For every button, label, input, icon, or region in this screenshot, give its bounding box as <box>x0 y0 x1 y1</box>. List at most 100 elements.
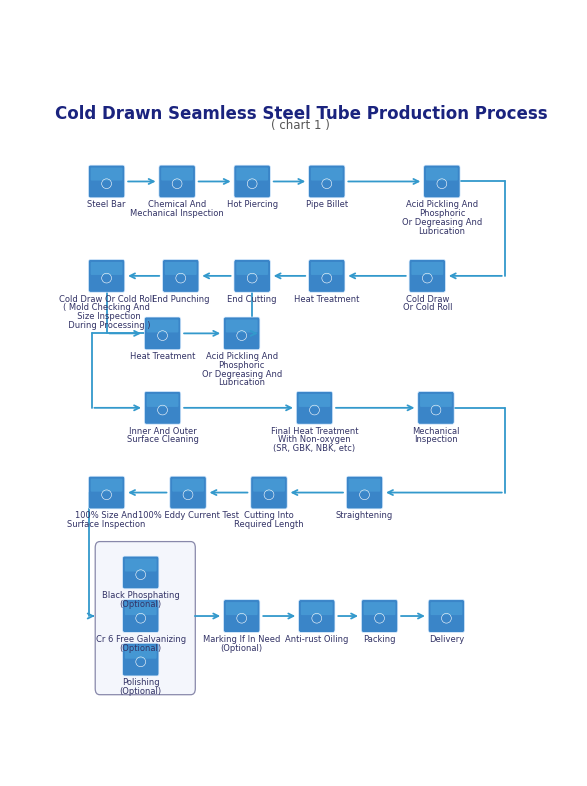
Text: Surface Cleaning: Surface Cleaning <box>127 435 198 444</box>
Text: Straightening: Straightening <box>336 512 393 520</box>
FancyBboxPatch shape <box>226 602 258 615</box>
FancyBboxPatch shape <box>349 479 380 491</box>
Text: (SR, GBK, NBK, etc): (SR, GBK, NBK, etc) <box>274 444 356 454</box>
Text: Cold Draw Or Cold Roll: Cold Draw Or Cold Roll <box>59 295 154 303</box>
FancyBboxPatch shape <box>363 602 396 615</box>
FancyBboxPatch shape <box>362 600 398 633</box>
Text: Heat Treatment: Heat Treatment <box>294 295 359 303</box>
FancyBboxPatch shape <box>301 602 333 615</box>
FancyBboxPatch shape <box>147 394 178 407</box>
FancyBboxPatch shape <box>299 600 335 633</box>
Text: Phosphoric: Phosphoric <box>419 209 465 218</box>
Text: Mechanical: Mechanical <box>412 427 460 435</box>
FancyBboxPatch shape <box>424 165 460 198</box>
FancyBboxPatch shape <box>125 645 157 659</box>
Text: 100% Eddy Current Test: 100% Eddy Current Test <box>137 512 238 520</box>
FancyBboxPatch shape <box>299 394 330 407</box>
FancyBboxPatch shape <box>234 165 271 198</box>
FancyBboxPatch shape <box>430 602 463 615</box>
Text: Lubrication: Lubrication <box>218 379 265 387</box>
FancyBboxPatch shape <box>89 165 125 198</box>
Text: End Cutting: End Cutting <box>227 295 277 303</box>
FancyBboxPatch shape <box>224 317 260 350</box>
Text: ( chart 1 ): ( chart 1 ) <box>271 119 330 132</box>
Text: (Optional): (Optional) <box>221 644 263 652</box>
FancyBboxPatch shape <box>226 319 258 332</box>
FancyBboxPatch shape <box>236 167 268 181</box>
Text: Acid Pickling And: Acid Pickling And <box>205 352 278 361</box>
Text: 100% Size And: 100% Size And <box>75 512 138 520</box>
Text: Or Degreasing And: Or Degreasing And <box>201 369 282 379</box>
Text: Marking If In Need: Marking If In Need <box>203 635 281 644</box>
Text: Or Degreasing And: Or Degreasing And <box>402 218 482 227</box>
FancyBboxPatch shape <box>90 167 123 181</box>
FancyBboxPatch shape <box>296 391 333 424</box>
Text: Chemical And: Chemical And <box>148 200 206 209</box>
Text: Inner And Outer: Inner And Outer <box>129 427 197 435</box>
Text: (Optional): (Optional) <box>120 687 162 696</box>
Text: Steel Bar: Steel Bar <box>87 200 126 209</box>
Text: End Punching: End Punching <box>152 295 210 303</box>
Text: Required Length: Required Length <box>234 520 304 529</box>
Text: Surface Inspection: Surface Inspection <box>68 520 146 529</box>
Text: Black Phosphating: Black Phosphating <box>102 591 180 601</box>
Text: With Non-oxygen: With Non-oxygen <box>278 435 351 444</box>
Text: (Optional): (Optional) <box>120 600 162 609</box>
Text: Acid Pickling And: Acid Pickling And <box>406 200 478 209</box>
FancyBboxPatch shape <box>253 479 285 491</box>
FancyBboxPatch shape <box>147 319 178 332</box>
FancyBboxPatch shape <box>170 476 206 509</box>
FancyBboxPatch shape <box>89 259 125 292</box>
FancyBboxPatch shape <box>346 476 383 509</box>
FancyBboxPatch shape <box>123 556 159 589</box>
FancyBboxPatch shape <box>234 259 271 292</box>
FancyBboxPatch shape <box>411 262 443 275</box>
FancyBboxPatch shape <box>90 262 123 275</box>
Text: ( Mold Checking And: ( Mold Checking And <box>63 303 150 312</box>
FancyBboxPatch shape <box>251 476 287 509</box>
FancyBboxPatch shape <box>163 259 199 292</box>
FancyBboxPatch shape <box>311 262 343 275</box>
FancyBboxPatch shape <box>123 643 159 676</box>
Text: Anti-rust Oiling: Anti-rust Oiling <box>285 635 349 644</box>
Text: Delivery: Delivery <box>429 635 464 644</box>
Text: Pipe Billet: Pipe Billet <box>306 200 348 209</box>
FancyBboxPatch shape <box>161 167 193 181</box>
FancyBboxPatch shape <box>172 479 204 491</box>
FancyBboxPatch shape <box>429 600 465 633</box>
FancyBboxPatch shape <box>144 391 181 424</box>
Text: Polishing: Polishing <box>122 678 160 688</box>
Text: (Optional): (Optional) <box>120 644 162 652</box>
FancyBboxPatch shape <box>236 262 268 275</box>
FancyBboxPatch shape <box>420 394 452 407</box>
FancyBboxPatch shape <box>125 559 157 571</box>
FancyBboxPatch shape <box>89 476 125 509</box>
FancyBboxPatch shape <box>159 165 195 198</box>
FancyBboxPatch shape <box>309 259 345 292</box>
FancyBboxPatch shape <box>144 317 181 350</box>
Text: Final Heat Treatment: Final Heat Treatment <box>271 427 358 435</box>
Text: Cutting Into: Cutting Into <box>244 512 294 520</box>
Text: Inspection: Inspection <box>414 435 458 444</box>
FancyBboxPatch shape <box>125 602 157 615</box>
FancyBboxPatch shape <box>95 542 195 695</box>
Text: Or Cold Roll: Or Cold Roll <box>403 303 452 312</box>
FancyBboxPatch shape <box>224 600 260 633</box>
FancyBboxPatch shape <box>123 600 159 633</box>
Text: Hot Piercing: Hot Piercing <box>227 200 278 209</box>
Text: Cr 6 Free Galvanizing: Cr 6 Free Galvanizing <box>96 635 185 644</box>
Text: Mechanical Inspection: Mechanical Inspection <box>130 209 224 218</box>
Text: Cold Draw: Cold Draw <box>406 295 449 303</box>
Text: Cold Drawn Seamless Steel Tube Production Process: Cold Drawn Seamless Steel Tube Productio… <box>55 105 547 123</box>
FancyBboxPatch shape <box>409 259 446 292</box>
Text: Heat Treatment: Heat Treatment <box>130 352 195 361</box>
FancyBboxPatch shape <box>311 167 343 181</box>
Text: Lubrication: Lubrication <box>419 226 465 236</box>
Text: Phosphoric: Phosphoric <box>218 361 265 370</box>
FancyBboxPatch shape <box>418 391 454 424</box>
Text: During Processing ): During Processing ) <box>63 321 150 330</box>
FancyBboxPatch shape <box>90 479 123 491</box>
Text: Size Inspection: Size Inspection <box>72 312 141 321</box>
FancyBboxPatch shape <box>309 165 345 198</box>
FancyBboxPatch shape <box>426 167 458 181</box>
